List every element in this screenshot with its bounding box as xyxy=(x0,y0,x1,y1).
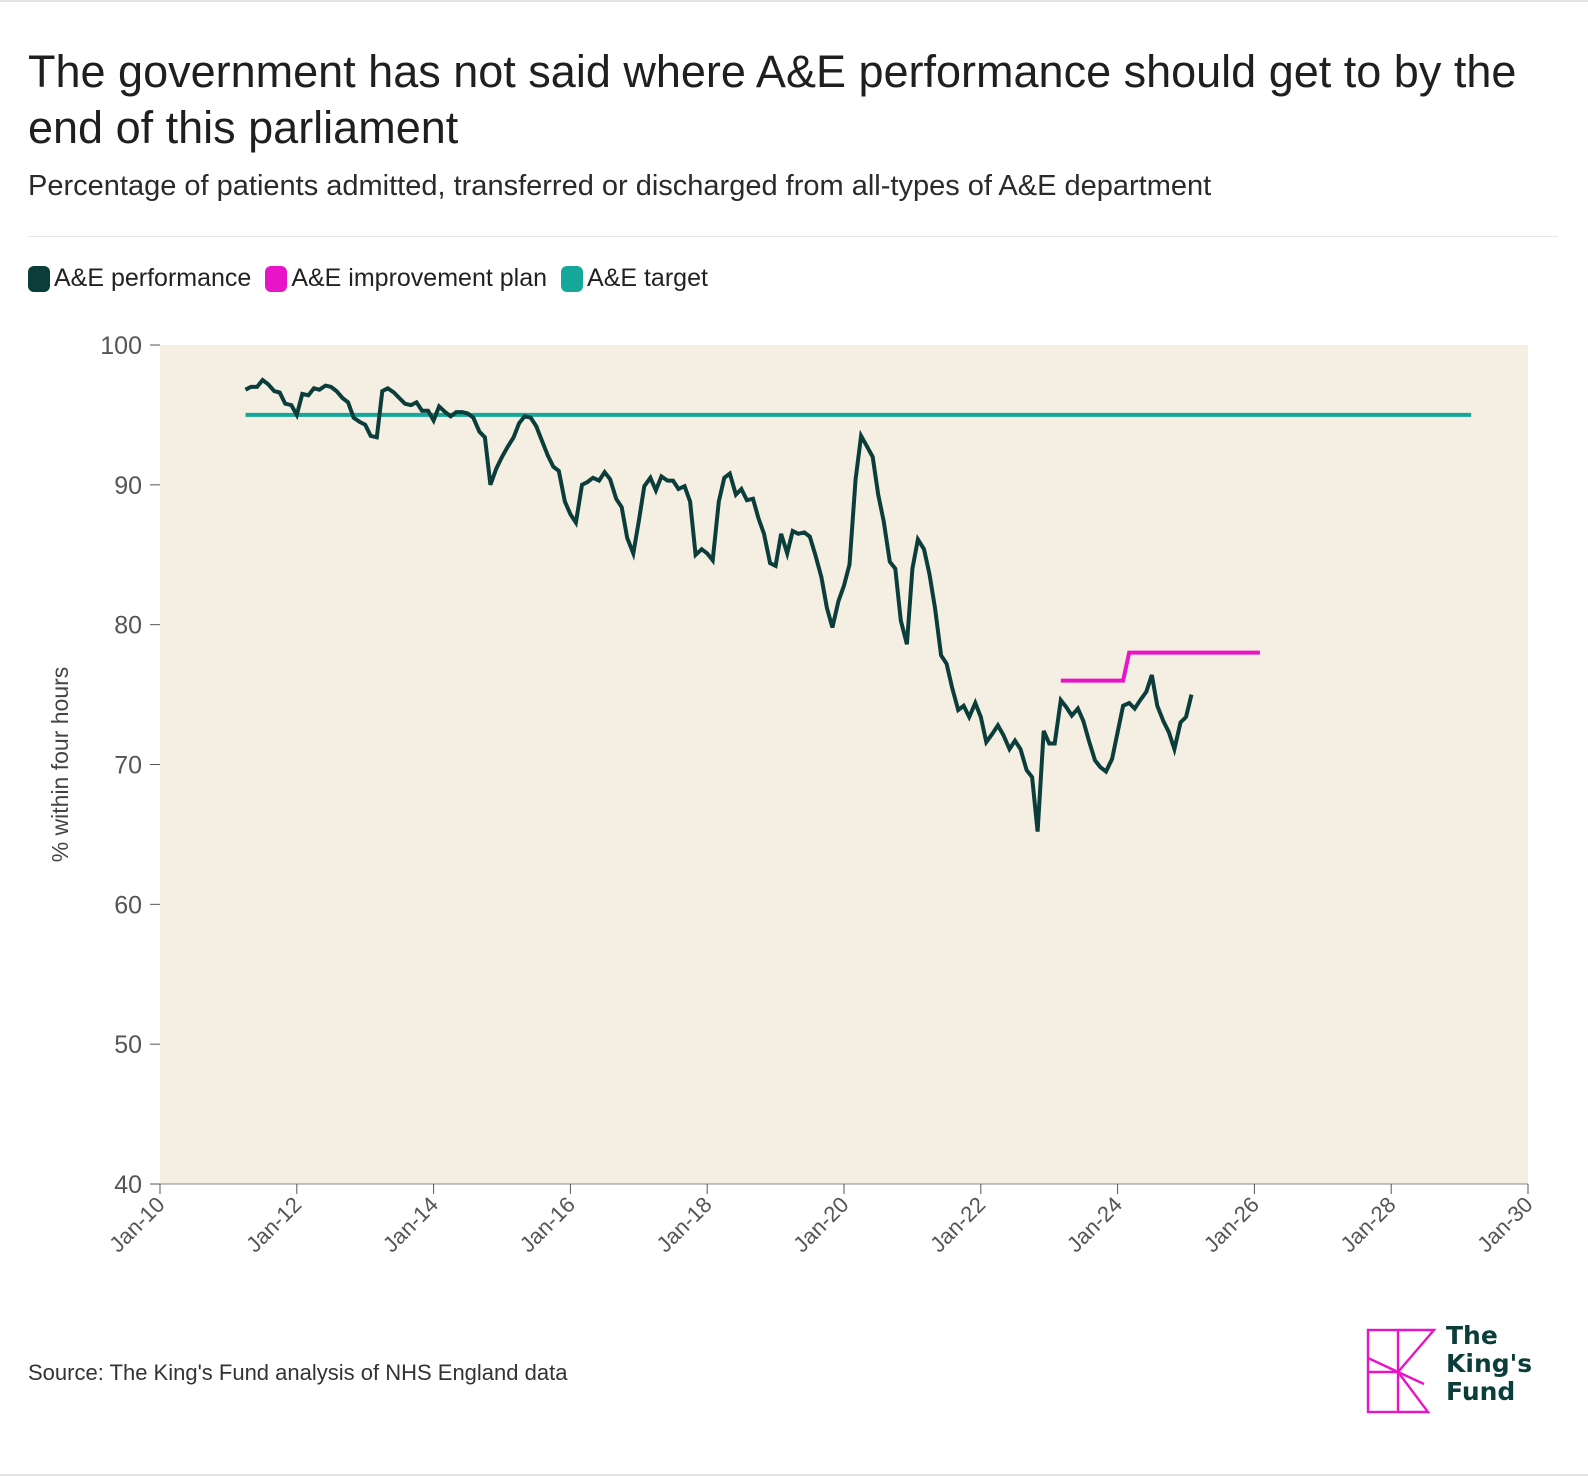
x-tick-label: Jan-30 xyxy=(1472,1192,1537,1257)
legend-swatch-performance xyxy=(28,265,50,292)
x-tick-label: Jan-26 xyxy=(1199,1192,1264,1257)
chart-subtitle: Percentage of patients admitted, transfe… xyxy=(28,170,1212,202)
source-note: Source: The King's Fund analysis of NHS … xyxy=(28,1360,568,1385)
x-tick-label: Jan-20 xyxy=(788,1192,853,1257)
y-tick-label: 40 xyxy=(114,1171,142,1199)
chart-title: The government has not said where A&E pe… xyxy=(28,46,1517,153)
plot-area xyxy=(160,345,1528,1184)
x-tick-label: Jan-16 xyxy=(515,1192,580,1257)
x-tick-label: Jan-18 xyxy=(651,1192,716,1257)
y-tick-label: 90 xyxy=(114,472,142,500)
y-tick-label: 60 xyxy=(114,891,142,919)
x-tick-label: Jan-14 xyxy=(378,1192,443,1257)
header-divider xyxy=(28,236,1558,237)
kings-fund-k-mark-icon xyxy=(1366,1328,1437,1414)
legend-label-performance: A&E performance xyxy=(54,264,252,292)
legend-label-target: A&E target xyxy=(587,264,708,292)
x-tick-label: Jan-12 xyxy=(241,1192,306,1257)
legend-item-target: A&E target xyxy=(561,264,708,293)
legend-label-improvement-plan: A&E improvement plan xyxy=(291,264,548,292)
kings-fund-wordmark: The King's Fund xyxy=(1446,1321,1533,1406)
y-tick-label: 70 xyxy=(114,752,142,780)
legend: A&E performance A&E improvement plan A&E… xyxy=(28,264,708,293)
top-border xyxy=(0,0,1588,2)
bottom-border xyxy=(0,1474,1588,1476)
y-tick-label: 100 xyxy=(100,332,142,360)
y-tick-label: 80 xyxy=(114,612,142,640)
y-axis-label: % within four hours xyxy=(47,667,73,863)
series-lines xyxy=(244,377,1472,832)
legend-item-performance: A&E performance xyxy=(28,264,251,293)
x-tick-label: Jan-10 xyxy=(104,1192,169,1257)
kings-fund-logo: The King's Fund xyxy=(1366,1322,1566,1414)
x-tick-label: Jan-22 xyxy=(925,1192,990,1257)
legend-item-improvement-plan: A&E improvement plan xyxy=(265,264,547,293)
series-line-a-e-performance xyxy=(244,377,1194,832)
legend-swatch-target xyxy=(561,265,584,292)
legend-swatch-improvement-plan xyxy=(265,265,288,292)
x-tick-label: Jan-28 xyxy=(1335,1192,1400,1257)
y-tick-label: 50 xyxy=(114,1031,142,1059)
series-line-a-e-improvement-plan xyxy=(1060,650,1260,683)
x-tick-label: Jan-24 xyxy=(1062,1192,1127,1257)
